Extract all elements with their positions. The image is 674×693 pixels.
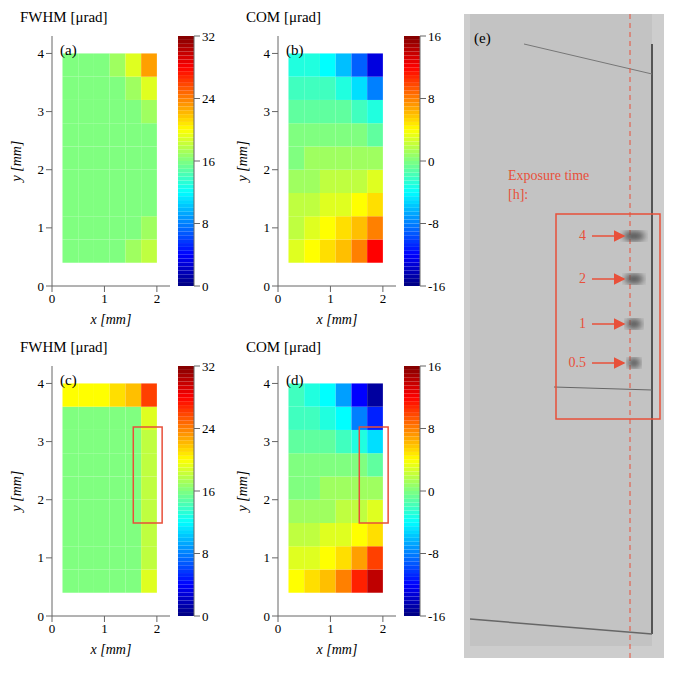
svg-text:x [mm]: x [mm] bbox=[90, 642, 132, 657]
svg-text:32: 32 bbox=[202, 29, 215, 44]
svg-text:1: 1 bbox=[264, 550, 271, 565]
html-text:(b): (b) bbox=[286, 42, 304, 58]
svg-text:x [mm]: x [mm] bbox=[316, 642, 358, 657]
svg-text:0: 0 bbox=[49, 291, 56, 306]
svg-text:x [mm]: x [mm] bbox=[90, 312, 132, 327]
svg-text:2: 2 bbox=[380, 291, 387, 306]
svg-text:3: 3 bbox=[38, 434, 45, 449]
svg-text:32: 32 bbox=[202, 359, 215, 374]
svg-text:16: 16 bbox=[428, 359, 442, 374]
svg-text:0: 0 bbox=[49, 621, 56, 636]
html-text:4: 4 bbox=[579, 228, 586, 243]
svg-text:24: 24 bbox=[202, 91, 216, 106]
html-text:0.5: 0.5 bbox=[568, 355, 586, 370]
svg-text:2: 2 bbox=[154, 621, 161, 636]
svg-text:8: 8 bbox=[202, 546, 209, 561]
svg-text:0: 0 bbox=[428, 484, 435, 499]
svg-text:0: 0 bbox=[275, 291, 282, 306]
svg-text:-16: -16 bbox=[428, 279, 446, 294]
html-text:FWHM [μrad]: FWHM [μrad] bbox=[20, 9, 108, 25]
html-text:2: 2 bbox=[579, 271, 586, 286]
svg-text:4: 4 bbox=[264, 376, 271, 391]
html-text:(a): (a) bbox=[60, 42, 77, 58]
svg-text:8: 8 bbox=[428, 91, 435, 106]
svg-text:16: 16 bbox=[202, 484, 216, 499]
svg-text:-8: -8 bbox=[428, 546, 439, 561]
svg-text:0: 0 bbox=[275, 621, 282, 636]
svg-text:2: 2 bbox=[264, 162, 271, 177]
svg-text:2: 2 bbox=[264, 492, 271, 507]
svg-text:1: 1 bbox=[101, 291, 108, 306]
svg-text:y [mm]: y [mm] bbox=[9, 471, 24, 514]
svg-text:1: 1 bbox=[327, 291, 334, 306]
svg-text:0: 0 bbox=[264, 609, 271, 624]
svg-text:4: 4 bbox=[264, 46, 271, 61]
svg-text:y [mm]: y [mm] bbox=[235, 471, 250, 514]
svg-text:2: 2 bbox=[38, 492, 45, 507]
svg-text:0: 0 bbox=[264, 279, 271, 294]
svg-text:2: 2 bbox=[380, 621, 387, 636]
svg-text:3: 3 bbox=[38, 104, 45, 119]
svg-text:0: 0 bbox=[38, 609, 45, 624]
svg-text:24: 24 bbox=[202, 421, 216, 436]
svg-text:1: 1 bbox=[327, 621, 334, 636]
svg-text:1: 1 bbox=[38, 550, 45, 565]
html-text:Exposure time [h]:: Exposure time [h]: bbox=[508, 168, 590, 202]
svg-text:16: 16 bbox=[428, 29, 442, 44]
svg-text:y [mm]: y [mm] bbox=[235, 141, 250, 184]
svg-text:x [mm]: x [mm] bbox=[316, 312, 358, 327]
svg-text:4: 4 bbox=[38, 376, 45, 391]
svg-text:16: 16 bbox=[202, 154, 216, 169]
html-text:(d): (d) bbox=[286, 372, 304, 388]
html-text:1: 1 bbox=[579, 316, 586, 331]
svg-text:2: 2 bbox=[38, 162, 45, 177]
html-text:FWHM [μrad]: FWHM [μrad] bbox=[20, 339, 108, 355]
svg-text:8: 8 bbox=[428, 421, 435, 436]
svg-text:0: 0 bbox=[428, 154, 435, 169]
svg-text:0: 0 bbox=[38, 279, 45, 294]
svg-text:4: 4 bbox=[38, 46, 45, 61]
svg-text:3: 3 bbox=[264, 434, 271, 449]
svg-text:1: 1 bbox=[101, 621, 108, 636]
html-text:COM [μrad]: COM [μrad] bbox=[246, 9, 322, 25]
svg-text:0: 0 bbox=[202, 609, 209, 624]
svg-text:2: 2 bbox=[154, 291, 161, 306]
svg-text:0: 0 bbox=[202, 279, 209, 294]
svg-text:-16: -16 bbox=[428, 609, 446, 624]
svg-text:-8: -8 bbox=[428, 216, 439, 231]
svg-text:1: 1 bbox=[264, 220, 271, 235]
svg-text:y [mm]: y [mm] bbox=[9, 141, 24, 184]
html-text:(e): (e) bbox=[474, 30, 491, 46]
html-text:COM [μrad]: COM [μrad] bbox=[246, 339, 322, 355]
svg-text:8: 8 bbox=[202, 216, 209, 231]
svg-text:3: 3 bbox=[264, 104, 271, 119]
svg-text:1: 1 bbox=[38, 220, 45, 235]
html-text:(c): (c) bbox=[60, 372, 77, 388]
